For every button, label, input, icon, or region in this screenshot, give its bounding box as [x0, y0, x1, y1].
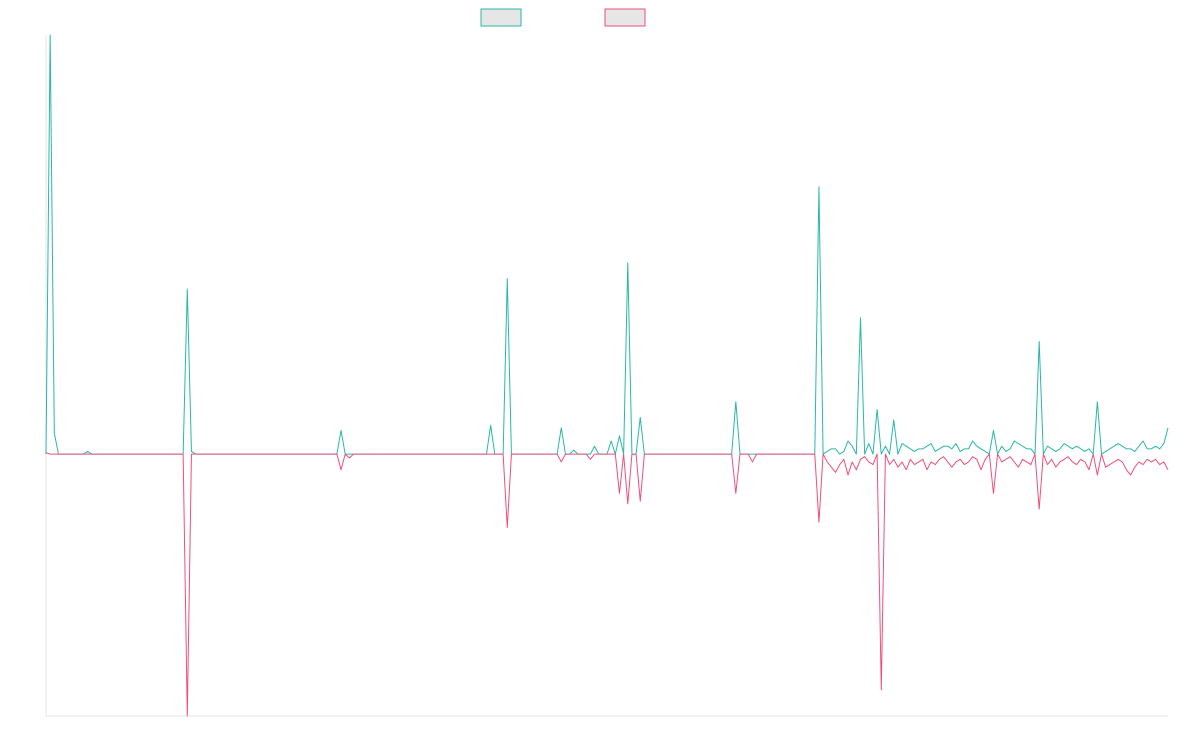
legend-swatch-series-2[interactable] — [604, 8, 646, 27]
series-1-line[interactable] — [45, 34, 1169, 455]
legend-swatch-series-1[interactable] — [480, 8, 522, 27]
plot-area — [45, 34, 1169, 717]
legend — [480, 8, 646, 27]
series-2-line[interactable] — [45, 452, 1169, 717]
series-layer — [45, 34, 1169, 717]
